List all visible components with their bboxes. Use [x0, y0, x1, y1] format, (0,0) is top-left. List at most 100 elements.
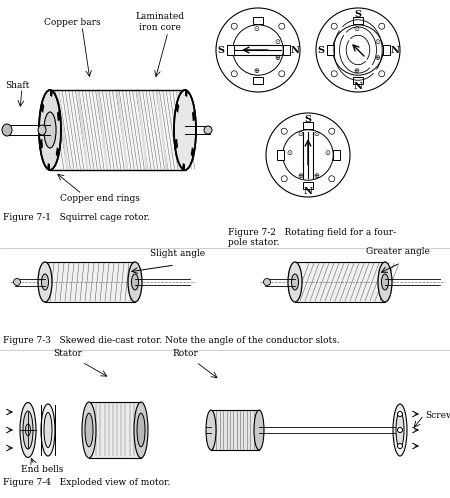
Ellipse shape	[20, 402, 36, 458]
Polygon shape	[45, 262, 135, 302]
Polygon shape	[39, 139, 43, 150]
Ellipse shape	[131, 274, 139, 290]
Polygon shape	[191, 147, 195, 159]
Text: End bells: End bells	[21, 465, 63, 474]
Circle shape	[397, 427, 402, 432]
Polygon shape	[174, 139, 178, 150]
Polygon shape	[192, 110, 196, 121]
Circle shape	[216, 8, 300, 92]
Ellipse shape	[382, 274, 388, 290]
Text: Figure 7-2   Rotating field for a four-
pole stator.: Figure 7-2 Rotating field for a four- po…	[228, 228, 396, 248]
Text: Laminated
iron core: Laminated iron core	[135, 12, 184, 32]
Bar	[353, 17, 363, 24]
Ellipse shape	[38, 262, 52, 302]
Ellipse shape	[254, 410, 264, 450]
Ellipse shape	[23, 411, 33, 449]
Text: ⊕: ⊕	[374, 55, 380, 61]
Ellipse shape	[14, 278, 21, 285]
Text: ⊕: ⊕	[297, 173, 303, 179]
Ellipse shape	[44, 112, 56, 148]
Circle shape	[316, 8, 400, 92]
Text: ⊙: ⊙	[374, 39, 380, 45]
Ellipse shape	[134, 402, 148, 458]
Bar	[303, 122, 313, 128]
Text: ⊙: ⊙	[324, 150, 330, 156]
Bar	[253, 17, 263, 24]
Text: ⊕: ⊕	[313, 173, 319, 179]
Text: ⊕: ⊕	[274, 55, 280, 61]
Text: Greater angle: Greater angle	[366, 247, 430, 256]
Circle shape	[266, 113, 350, 197]
Text: Figure 7-4   Exploded view of motor.: Figure 7-4 Exploded view of motor.	[3, 478, 171, 487]
Bar	[303, 182, 313, 189]
Ellipse shape	[26, 424, 31, 436]
Circle shape	[397, 411, 402, 416]
Text: Copper end rings: Copper end rings	[60, 194, 140, 203]
Ellipse shape	[288, 262, 302, 302]
Text: Slight angle: Slight angle	[150, 249, 206, 258]
Text: ⊙: ⊙	[313, 131, 319, 137]
Polygon shape	[211, 410, 259, 450]
Text: Screws: Screws	[425, 410, 450, 419]
Text: S: S	[305, 115, 311, 124]
Bar	[353, 77, 363, 84]
Bar	[383, 45, 390, 55]
Ellipse shape	[292, 274, 298, 290]
Text: Shaft: Shaft	[5, 81, 29, 90]
Ellipse shape	[204, 126, 212, 134]
Bar	[333, 150, 340, 160]
Text: N: N	[391, 45, 400, 54]
Ellipse shape	[38, 125, 46, 135]
Bar	[253, 77, 263, 84]
Text: Figure 7-1   Squirrel cage rotor.: Figure 7-1 Squirrel cage rotor.	[3, 213, 150, 222]
Polygon shape	[50, 90, 53, 97]
Text: ⊙: ⊙	[353, 26, 359, 32]
Text: N: N	[354, 82, 362, 91]
Ellipse shape	[264, 278, 270, 285]
Polygon shape	[50, 90, 185, 170]
Ellipse shape	[393, 404, 407, 456]
Polygon shape	[175, 102, 180, 113]
Ellipse shape	[41, 404, 55, 456]
Polygon shape	[40, 102, 45, 113]
Text: Copper bars: Copper bars	[44, 17, 100, 26]
Ellipse shape	[378, 262, 392, 302]
Polygon shape	[295, 262, 385, 302]
Text: ⊙: ⊙	[297, 131, 303, 137]
Bar	[227, 45, 234, 55]
Polygon shape	[182, 163, 185, 170]
Text: ⊙: ⊙	[274, 39, 280, 45]
Ellipse shape	[396, 412, 404, 448]
Circle shape	[397, 444, 402, 449]
Text: ⊕: ⊕	[253, 68, 259, 74]
Ellipse shape	[2, 124, 12, 136]
Text: ⊙: ⊙	[286, 150, 292, 156]
Ellipse shape	[128, 262, 142, 302]
Text: Rotor: Rotor	[172, 349, 198, 358]
Polygon shape	[56, 147, 60, 159]
Text: Figure 7-3   Skewed die-cast rotor. Note the angle of the conductor slots.: Figure 7-3 Skewed die-cast rotor. Note t…	[3, 336, 340, 345]
Text: ⊕: ⊕	[353, 68, 359, 74]
Polygon shape	[47, 163, 50, 170]
Ellipse shape	[174, 90, 196, 170]
Ellipse shape	[82, 402, 96, 458]
Polygon shape	[185, 90, 188, 97]
Text: N: N	[304, 186, 312, 196]
Bar	[327, 45, 334, 55]
Polygon shape	[57, 110, 61, 121]
Ellipse shape	[44, 412, 52, 448]
Bar	[277, 150, 284, 160]
Text: S: S	[318, 45, 324, 54]
Text: S: S	[355, 9, 361, 18]
Ellipse shape	[137, 413, 145, 447]
Bar	[283, 45, 290, 55]
Text: ⊙: ⊙	[253, 26, 259, 32]
Ellipse shape	[206, 410, 216, 450]
Text: S: S	[217, 45, 225, 54]
Polygon shape	[89, 402, 141, 458]
Ellipse shape	[85, 413, 93, 447]
Ellipse shape	[41, 274, 49, 290]
Text: Stator: Stator	[54, 349, 82, 358]
Text: N: N	[291, 45, 299, 54]
Ellipse shape	[39, 90, 61, 170]
